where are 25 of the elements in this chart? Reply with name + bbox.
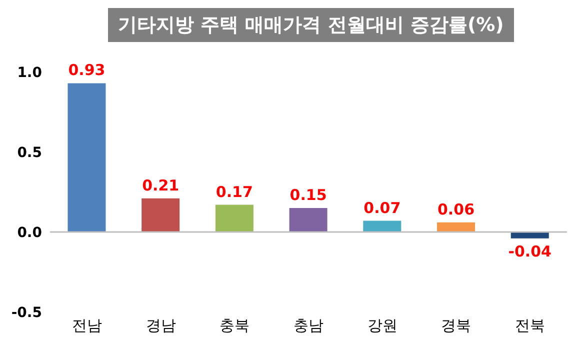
data-label: 0.15 [290, 186, 327, 204]
x-tick-label: 전남 [72, 316, 102, 335]
data-label: 0.06 [438, 200, 475, 218]
data-label: 0.07 [364, 198, 401, 217]
data-label: 0.93 [68, 61, 106, 80]
x-tick-label: 강원 [367, 316, 398, 335]
bar [215, 204, 254, 232]
bar [142, 198, 180, 232]
bar [289, 208, 328, 232]
y-tick-label: -0.5 [11, 304, 42, 321]
bar [363, 220, 402, 232]
x-tick-label: 충남 [294, 316, 324, 335]
x-tick-label: 경북 [441, 316, 472, 335]
y-tick-label: 0.0 [17, 224, 42, 241]
chart-title: 기타지방 주택 매매가격 전월대비 증감률(%) [108, 8, 514, 42]
x-tick-label: 전북 [515, 316, 546, 335]
data-label: 0.21 [142, 176, 180, 194]
bar [68, 83, 106, 232]
y-tick-label: 1.0 [17, 64, 42, 81]
y-tick-label: 0.5 [17, 144, 42, 161]
x-tick-label: 경남 [146, 316, 176, 335]
data-label: 0.17 [216, 182, 253, 201]
data-label: -0.04 [508, 242, 552, 260]
x-tick-label: 충북 [220, 316, 250, 335]
bar [437, 222, 476, 232]
